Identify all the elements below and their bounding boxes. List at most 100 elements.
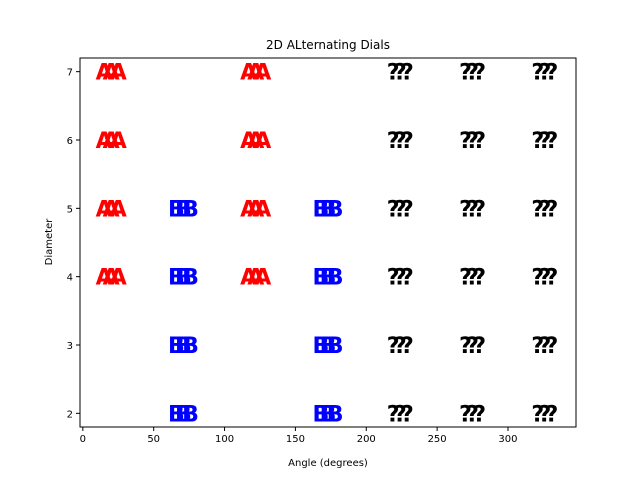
marker-q-point: ? [538, 197, 551, 222]
marker-b-point: B [175, 402, 192, 427]
marker-q-point: ? [546, 266, 559, 291]
marker-b-point: B [327, 266, 344, 291]
marker-a-point: A [110, 61, 127, 86]
marker-a-point: A [96, 197, 113, 222]
marker-q-point: ? [459, 402, 472, 427]
marker-q-point: ? [531, 266, 544, 291]
marker-b-point: B [313, 266, 330, 291]
marker-a-point: A [103, 129, 120, 154]
marker-b-point: B [182, 266, 199, 291]
marker-b-point: B [320, 334, 337, 359]
marker-a-point: A [103, 197, 120, 222]
marker-q-point: ? [394, 402, 407, 427]
marker-q-point: ? [538, 402, 551, 427]
y-axis-title: Diameter [44, 218, 55, 266]
marker-q-point: ? [459, 334, 472, 359]
marker-q-point: ? [401, 197, 414, 222]
x-tick-label: 200 [357, 434, 376, 445]
marker-q-point: ? [546, 61, 559, 86]
marker-b-point: B [168, 402, 185, 427]
marker-a-point: A [110, 266, 127, 291]
marker-q-point: ? [531, 334, 544, 359]
marker-q-point: ? [466, 334, 479, 359]
marker-q-point: ? [473, 334, 486, 359]
marker-a-point: A [110, 197, 127, 222]
marker-q-point: ? [538, 266, 551, 291]
marker-b-point: B [168, 334, 185, 359]
marker-q-point: ? [394, 266, 407, 291]
marker-a-point: A [254, 129, 271, 154]
marker-b-point: B [182, 334, 199, 359]
marker-q-point: ? [401, 266, 414, 291]
marker-q-point: ? [466, 197, 479, 222]
y-tick-label: 5 [67, 204, 73, 215]
marker-q-point: ? [473, 197, 486, 222]
marker-q-point: ? [546, 402, 559, 427]
marker-b-point: B [327, 334, 344, 359]
marker-b-point: B [168, 266, 185, 291]
marker-q-point: ? [546, 129, 559, 154]
marker-a-point: A [240, 129, 257, 154]
marker-q-point: ? [387, 197, 400, 222]
marker-a-point: A [254, 266, 271, 291]
marker-a-point: A [247, 197, 264, 222]
marker-a-point: A [103, 61, 120, 86]
marker-q-point: ? [531, 197, 544, 222]
marker-a-point: A [240, 197, 257, 222]
marker-b-point: B [320, 197, 337, 222]
marker-q-point: ? [394, 197, 407, 222]
x-tick-label: 0 [80, 434, 86, 445]
chart-title: 2D ALternating Dials [266, 38, 390, 52]
x-tick-label: 150 [286, 434, 305, 445]
marker-q-point: ? [466, 266, 479, 291]
marker-q-point: ? [401, 61, 414, 86]
marker-b-point: B [182, 402, 199, 427]
marker-q-point: ? [401, 334, 414, 359]
marker-q-point: ? [466, 129, 479, 154]
y-tick-label: 2 [67, 409, 73, 420]
marker-q-point: ? [538, 61, 551, 86]
y-axis: 2 3 4 5 6 7 [67, 68, 80, 420]
marker-q-point: ? [394, 129, 407, 154]
marker-q-point: ? [546, 334, 559, 359]
marker-q-point: ? [387, 61, 400, 86]
y-tick-label: 6 [67, 136, 73, 147]
x-axis-title: Angle (degrees) [288, 458, 368, 469]
marker-q-point: ? [459, 129, 472, 154]
marker-b-point: B [327, 402, 344, 427]
x-tick-label: 250 [428, 434, 447, 445]
marker-a-point: A [110, 129, 127, 154]
marker-a-point: A [247, 61, 264, 86]
plot-frame [79, 57, 577, 428]
marker-a-point: A [96, 266, 113, 291]
marker-q-point: ? [473, 61, 486, 86]
marker-b-point: B [168, 197, 185, 222]
marker-b-point: B [175, 334, 192, 359]
marker-q-point: ? [387, 334, 400, 359]
marker-q-point: ? [387, 129, 400, 154]
y-tick-label: 4 [67, 273, 73, 284]
marker-a-point: A [103, 266, 120, 291]
marker-b-point: B [182, 197, 199, 222]
marker-q-point: ? [473, 129, 486, 154]
marker-b-point: B [313, 197, 330, 222]
marker-a-point: A [254, 61, 271, 86]
y-tick-label: 3 [67, 341, 73, 352]
marker-a-point: A [254, 197, 271, 222]
marker-q-point: ? [387, 266, 400, 291]
marker-q-point: ? [401, 402, 414, 427]
marker-q-point: ? [538, 129, 551, 154]
marker-a-point: A [96, 129, 113, 154]
marker-q-point: ? [531, 129, 544, 154]
marker-q-point: ? [531, 61, 544, 86]
marker-a-point: A [247, 266, 264, 291]
marker-q-point: ? [459, 197, 472, 222]
marker-q-point: ? [531, 402, 544, 427]
marker-q-point: ? [459, 61, 472, 86]
marker-q-point: ? [394, 334, 407, 359]
marker-a-point: A [240, 266, 257, 291]
marker-q-point: ? [546, 197, 559, 222]
marker-q-point: ? [538, 334, 551, 359]
